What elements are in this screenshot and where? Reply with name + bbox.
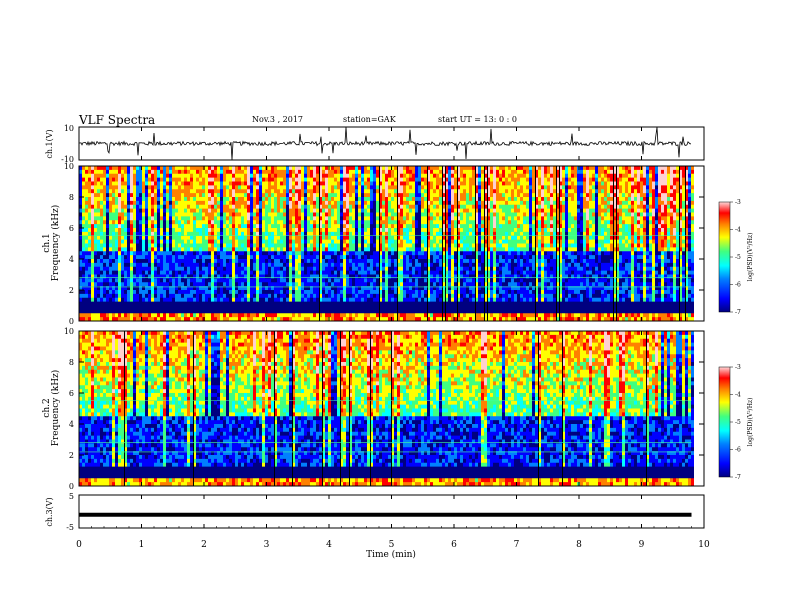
chart-title: VLF Spectra [79,113,156,127]
time-tick-label: 7 [514,540,520,550]
date-label: Nov.3 , 2017 [252,115,304,124]
spec1-ytick-label: 8 [69,193,74,202]
ch2-colorbar-label: log(PSD)(V²/Hz) [747,398,754,447]
start-time-label: start UT = 13: 0 : 0 [438,115,517,124]
spec1-ytick-label: 4 [69,255,74,264]
cbar2-ticks-tick-label: -3 [735,364,741,371]
cbar1-ticks-tick-label: -3 [735,199,741,206]
ch1-spectrogram-panel: 0 2 4 6 8 10 ch.1 Frequency (kHz) [42,162,705,326]
cbar1-ticks-tick-label: -4 [735,227,741,234]
spec2-ytick-label: 10 [64,327,74,336]
ch3-ytick-top: 5 [69,492,74,501]
cbar2-ticks-tick-label: -4 [735,392,741,399]
cbar2-ticks-tick-label: -7 [735,474,741,481]
time-tick-label: 9 [639,540,645,550]
time-tick-label: 5 [389,540,395,550]
time-tick-label: 2 [201,540,207,550]
ch1-waveform-panel: 10 -10 ch.1(V) [45,124,705,164]
station-label: station=GAK [343,115,396,124]
cbar2-ticks-tick-label: -6 [735,447,741,454]
ch1-spectrogram-image [79,166,704,322]
time-tick-label: 8 [576,540,582,550]
time-axis: 0 1 2 3 4 5 6 7 8 9 10 [76,127,710,550]
spec2-ytick-label: 8 [69,358,74,367]
spec2-ytick-label: 6 [69,389,74,398]
cbar1-ticks-tick-label: -5 [735,254,741,261]
ch2-spectrogram-image [79,331,704,487]
spec2-ytick-label: 4 [69,420,74,429]
time-tick-label: 4 [326,540,332,550]
time-tick-label: 10 [698,540,710,550]
ch1-ylabel: ch.1(V) [45,129,54,158]
time-tick-label: 3 [264,540,270,550]
ch1-ylabel-frequency: Frequency (kHz) [50,205,61,282]
ch3-ytick-bottom: -5 [66,523,74,532]
cbar1-ticks-tick-label: -6 [735,282,741,289]
spec1-ytick-label: 0 [69,317,74,326]
ch2-spectrogram-panel: 0 2 4 6 8 10 ch.2 Frequency (kHz) [42,327,705,491]
time-axis-label: Time (min) [366,549,416,560]
ch2-colorbar-gradient [718,366,731,478]
ch2-ylabel-frequency: Frequency (kHz) [50,370,61,447]
spec2-ytick-label: 2 [69,451,74,460]
ch2-ylabel-channel: ch.2 [42,398,52,417]
ch3-waveform-panel: 5 -5 ch.3(V) [45,492,705,532]
ch3-waveform-frame [78,494,705,529]
ch2-colorbar: -3 -4 -5 -6 -7 log(PSD)(V²/Hz) [718,364,754,481]
cbar2-ticks-tick-label: -5 [735,419,741,426]
spec1-ytick-label: 10 [64,162,74,171]
ch1-waveform-line [78,126,691,160]
ch3-ylabel: ch.3(V) [45,497,54,526]
time-tick-label: 0 [76,540,82,550]
ch1-colorbar-gradient [718,201,731,313]
ch1-ylabel-channel: ch.1 [42,233,52,252]
ch1-colorbar: -3 -4 -5 -6 -7 log(PSD)(V²/Hz) [718,199,754,316]
spec2-ytick-label: 0 [69,482,74,491]
ch1-ytick-top: 10 [64,124,74,133]
ch1-ytick-bottom: -10 [61,155,74,164]
cbar1-ticks-tick-label: -7 [735,309,741,316]
spec1-ytick-label: 2 [69,286,74,295]
ch1-colorbar-label: log(PSD)(V²/Hz) [747,233,754,282]
time-tick-label: 6 [451,540,457,550]
spec1-ytick-label: 6 [69,224,74,233]
time-tick-label: 1 [139,540,145,550]
